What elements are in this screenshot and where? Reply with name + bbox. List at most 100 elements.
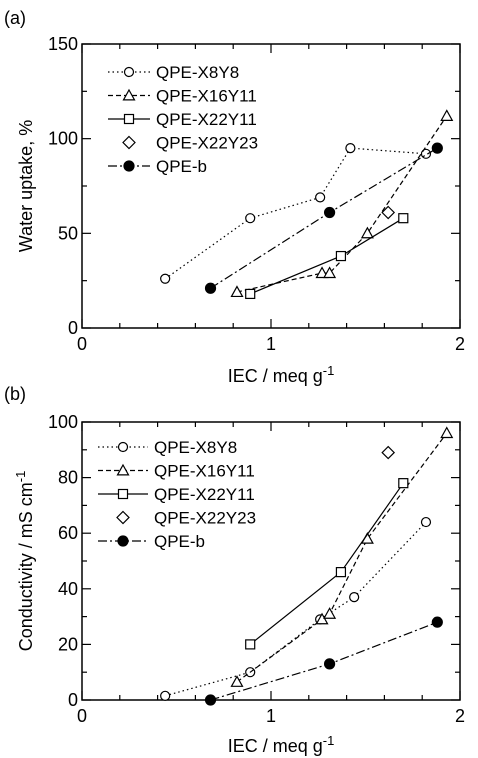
data-point — [381, 205, 396, 220]
data-point — [315, 192, 326, 203]
legend-marker — [123, 113, 135, 125]
panel-label: (a) — [4, 8, 26, 28]
legend-label: QPE-X8Y8 — [154, 438, 237, 457]
legend-marker — [117, 441, 129, 453]
legend-item: QPE-X8Y8 — [108, 63, 239, 82]
data-point — [245, 288, 256, 300]
data-point — [323, 206, 336, 219]
data-point — [160, 690, 171, 701]
data-point — [381, 445, 396, 460]
series-qpe-x16y11 — [230, 426, 454, 687]
data-point — [398, 213, 409, 224]
legend-marker — [117, 488, 129, 500]
y-tick-label: 20 — [58, 634, 78, 654]
data-point — [323, 658, 336, 670]
legend-marker — [116, 510, 130, 525]
data-point — [204, 282, 217, 294]
chart-panel-a: (a) 0 1 2 0 50 100 150 IEC / meq g-1 Water uptake… — [4, 8, 465, 386]
series-qpe-x22y11 — [245, 213, 409, 300]
y-tick-label: 80 — [58, 468, 78, 488]
panel-label: (b) — [4, 384, 26, 404]
y-axis-title: Conductivity / mS cm-1 — [13, 471, 36, 652]
series-line — [249, 482, 404, 645]
x-tick-label: 1 — [266, 706, 276, 726]
data-point — [349, 592, 360, 603]
legend-item: QPE-b — [108, 157, 207, 176]
series-line — [249, 217, 404, 295]
x-axis-title: IEC / meq g-1 — [228, 363, 335, 386]
series-line — [236, 432, 448, 683]
legend-item: QPE-X22Y11 — [98, 485, 255, 504]
series-qpe-b — [204, 142, 443, 294]
legend-item: QPE-X8Y8 — [98, 438, 237, 457]
legend-label: QPE-X22Y11 — [154, 485, 255, 504]
legend-marker — [123, 160, 135, 172]
data-point — [323, 607, 337, 619]
series-line — [210, 621, 438, 701]
x-tick-label: 1 — [266, 334, 276, 354]
data-point — [160, 273, 171, 284]
series-qpe-x16y11 — [230, 109, 454, 298]
data-point — [360, 226, 374, 239]
series-qpe-x22y23 — [381, 445, 396, 460]
data-point — [398, 478, 409, 489]
y-axis-title: Water uptake, % — [16, 120, 36, 252]
x-tick-label: 2 — [455, 706, 465, 726]
legend-label: QPE-b — [154, 532, 205, 551]
data-point — [204, 694, 217, 706]
data-point — [315, 612, 329, 625]
legend-label: QPE-X22Y23 — [154, 509, 256, 528]
legend-item: QPE-b — [98, 532, 205, 551]
data-point — [431, 142, 443, 154]
series-qpe-x22y23 — [381, 205, 396, 220]
series-line — [236, 115, 448, 293]
series-qpe-b — [204, 616, 443, 706]
data-point — [245, 639, 256, 650]
y-tick-label: 0 — [68, 318, 78, 338]
x-axis-title: IEC / meq g-1 — [228, 733, 335, 756]
data-point — [420, 516, 432, 528]
legend: QPE-X8Y8 QPE-X16Y11 QPE-X22Y11 QPE-X22Y23 QP… — [108, 63, 258, 176]
y-tick-label: 50 — [58, 223, 78, 243]
x-tick-label: 0 — [77, 706, 87, 726]
y-tick-label: 0 — [68, 690, 78, 710]
y-tick-label: 100 — [48, 129, 78, 149]
y-tick-label: 60 — [58, 523, 78, 543]
legend-item: QPE-X22Y23 — [122, 134, 258, 153]
series-qpe-x22y11 — [245, 478, 409, 650]
plot-frame — [81, 421, 461, 701]
legend-item: QPE-X22Y23 — [116, 509, 256, 528]
data-point — [345, 143, 356, 154]
y-tick-label: 100 — [48, 412, 78, 432]
x-tick-label: 2 — [455, 334, 465, 354]
data-point — [335, 250, 347, 262]
data-point — [440, 109, 454, 121]
data-point — [431, 616, 443, 628]
legend-item: QPE-X16Y11 — [98, 462, 255, 481]
legend-label: QPE-X8Y8 — [156, 63, 239, 82]
data-point — [335, 567, 347, 578]
legend-item: QPE-X22Y11 — [108, 110, 257, 129]
data-point — [440, 426, 454, 439]
legend-label: QPE-X16Y11 — [156, 87, 257, 106]
x-tick-label: 0 — [77, 334, 87, 354]
legend-label: QPE-b — [156, 157, 207, 176]
data-point — [230, 675, 244, 687]
legend-label: QPE-X16Y11 — [154, 462, 255, 481]
data-point — [245, 213, 256, 224]
legend-marker — [123, 66, 135, 78]
y-tick-label: 40 — [58, 579, 78, 599]
legend-marker — [122, 135, 136, 150]
data-point — [230, 285, 244, 298]
legend-marker — [116, 463, 130, 476]
data-point — [323, 266, 337, 279]
legend-label: QPE-X22Y11 — [156, 110, 257, 129]
legend-label: QPE-X22Y23 — [156, 134, 258, 153]
legend-marker — [117, 535, 129, 547]
legend: QPE-X8Y8 QPE-X16Y11 QPE-X22Y11 QPE-X22Y23 QP… — [98, 438, 256, 551]
legend-marker — [122, 88, 136, 101]
y-tick-label: 150 — [48, 34, 78, 54]
legend-item: QPE-X16Y11 — [108, 87, 257, 106]
